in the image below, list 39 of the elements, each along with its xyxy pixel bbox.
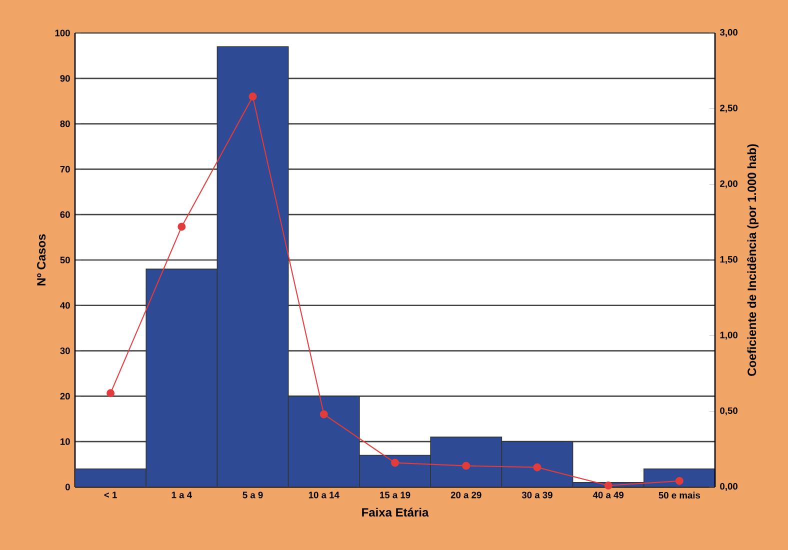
point: [604, 481, 612, 490]
y-tick-label: 90: [60, 75, 70, 82]
point: [248, 92, 257, 101]
x-tick-label: 1 a 4: [172, 492, 192, 498]
y2-axis-title: Coeficiente de Incidência (por 1.000 hab): [747, 144, 758, 376]
point: [533, 463, 542, 472]
y2-tick-label: 1,00: [720, 332, 738, 340]
x-tick-label: 30 a 39: [522, 492, 552, 498]
y2-tick-label: 2,50: [720, 104, 738, 113]
x-tick-label: 50 e mais: [658, 492, 700, 499]
point: [106, 389, 115, 398]
point: [178, 222, 186, 231]
y-tick-label: 50: [60, 256, 70, 264]
y-tick-label: 30: [60, 348, 70, 354]
y-tick-label: 80: [60, 120, 70, 128]
y-tick-label: 0: [65, 484, 70, 490]
y2-tick-label: 1,50: [720, 256, 738, 264]
point: [391, 458, 400, 467]
x-tick-label: 40 a 49: [592, 492, 624, 498]
y2-tick-label: 3,00: [720, 29, 738, 37]
point: [320, 410, 328, 418]
y2-tick-label: 2,00: [720, 180, 738, 188]
y-tick-label: 40: [60, 302, 70, 309]
x-tick-label: 10 a 14: [308, 492, 340, 498]
y-tick-label: 70: [60, 166, 70, 172]
y-tick-label: 20: [60, 392, 70, 400]
x-axis-title: Faixa Etária: [362, 508, 429, 517]
x-tick-label: 5 a 9: [242, 492, 263, 498]
x-tick-label: 20 a 29: [450, 492, 482, 498]
y2-tick-label: 0,50: [720, 407, 738, 416]
y-tick-label: 60: [60, 211, 70, 218]
x-tick-label: 15 a 19: [380, 492, 410, 498]
point: [675, 476, 684, 485]
y-axis-title: Nº Casos: [37, 234, 46, 286]
y2-tick-label: 0,00: [720, 483, 738, 491]
y-tick-label: 100: [55, 30, 70, 36]
y-tick-label: 10: [60, 438, 70, 445]
x-tick-label: < 1: [104, 492, 117, 498]
point: [462, 462, 470, 470]
